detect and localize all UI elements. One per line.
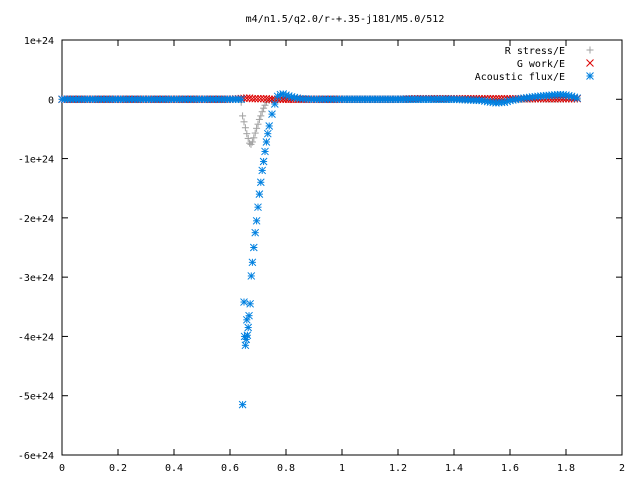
point-star — [251, 228, 260, 237]
point-plus — [239, 112, 247, 120]
point-plus — [251, 129, 259, 137]
x-tick-label: 1.8 — [557, 463, 575, 474]
point-cross — [248, 94, 257, 103]
axes-ticks: 0 0.2 0.4 0.6 0.8 1 1.2 1.4 1.6 1.8 2 1e+24 0 -1e+24 -… — [18, 36, 625, 474]
x-tick-label: 0 — [59, 463, 65, 474]
legend: R stress/E G work/E Acoustic flux/E — [475, 46, 594, 83]
point-plus — [257, 112, 265, 120]
legend-marker — [586, 59, 594, 67]
point-plus — [240, 118, 248, 126]
legend-marker — [586, 46, 594, 54]
point-star — [237, 95, 246, 104]
x-tick-label: 1.2 — [389, 463, 407, 474]
point-plus — [258, 108, 266, 116]
point-star — [249, 243, 258, 252]
legend-label: R stress/E — [505, 46, 565, 57]
x-tick-label: 1.6 — [501, 463, 519, 474]
point-star — [248, 258, 257, 267]
point-star — [261, 147, 269, 156]
y-tick-label: -5e+24 — [18, 392, 54, 403]
point-star — [255, 190, 264, 198]
point-cross — [251, 94, 260, 103]
y-tick-label: -2e+24 — [18, 214, 54, 225]
x-tick-label: 2 — [619, 463, 625, 474]
point-star — [268, 110, 276, 118]
point-star — [240, 298, 248, 306]
x-tick-label: 0.6 — [221, 463, 239, 474]
point-plus — [250, 134, 258, 142]
chart-title: m4/n1.5/q2.0/r-+.35-j181/M5.0/512 — [246, 14, 445, 25]
point-star — [265, 122, 274, 130]
point-plus — [243, 130, 251, 138]
point-cross — [254, 94, 262, 103]
point-star — [259, 157, 268, 166]
point-star — [247, 272, 256, 280]
point-plus — [244, 134, 252, 142]
point-cross — [265, 95, 274, 104]
point-star — [270, 100, 279, 108]
point-star — [245, 311, 253, 320]
point-star — [243, 331, 252, 340]
point-star — [238, 400, 247, 409]
legend-label: Acoustic flux/E — [475, 72, 565, 83]
point-star — [244, 323, 253, 332]
y-tick-label: -3e+24 — [18, 273, 54, 284]
point-star — [246, 299, 255, 308]
point-star — [256, 178, 265, 187]
point-plus — [248, 138, 256, 146]
x-tick-label: 0.4 — [165, 463, 183, 474]
point-star — [258, 166, 267, 175]
point-plus — [254, 120, 262, 128]
legend-label: G work/E — [517, 59, 565, 70]
x-tick-label: 1.4 — [445, 463, 463, 474]
y-tick-label: -6e+24 — [18, 451, 54, 462]
point-plus — [260, 104, 268, 112]
point-plus — [261, 101, 269, 109]
point-plus — [253, 124, 261, 132]
legend-marker — [586, 72, 594, 80]
y-tick-label: 1e+24 — [24, 36, 54, 47]
y-tick-label: -1e+24 — [18, 155, 54, 166]
data-marks — [58, 90, 582, 409]
x-tick-label: 0.2 — [109, 463, 127, 474]
point-star — [252, 216, 261, 225]
y-tick-label: 0 — [48, 95, 54, 106]
point-plus — [255, 115, 263, 123]
y-tick-label: -4e+24 — [18, 332, 54, 343]
point-cross — [256, 94, 265, 103]
point-plus — [241, 124, 249, 132]
point-star — [262, 138, 271, 146]
x-tick-label: 1 — [339, 463, 345, 474]
point-star — [254, 203, 262, 212]
x-tick-label: 0.8 — [277, 463, 295, 474]
point-star — [263, 129, 272, 138]
point-star — [573, 94, 582, 102]
